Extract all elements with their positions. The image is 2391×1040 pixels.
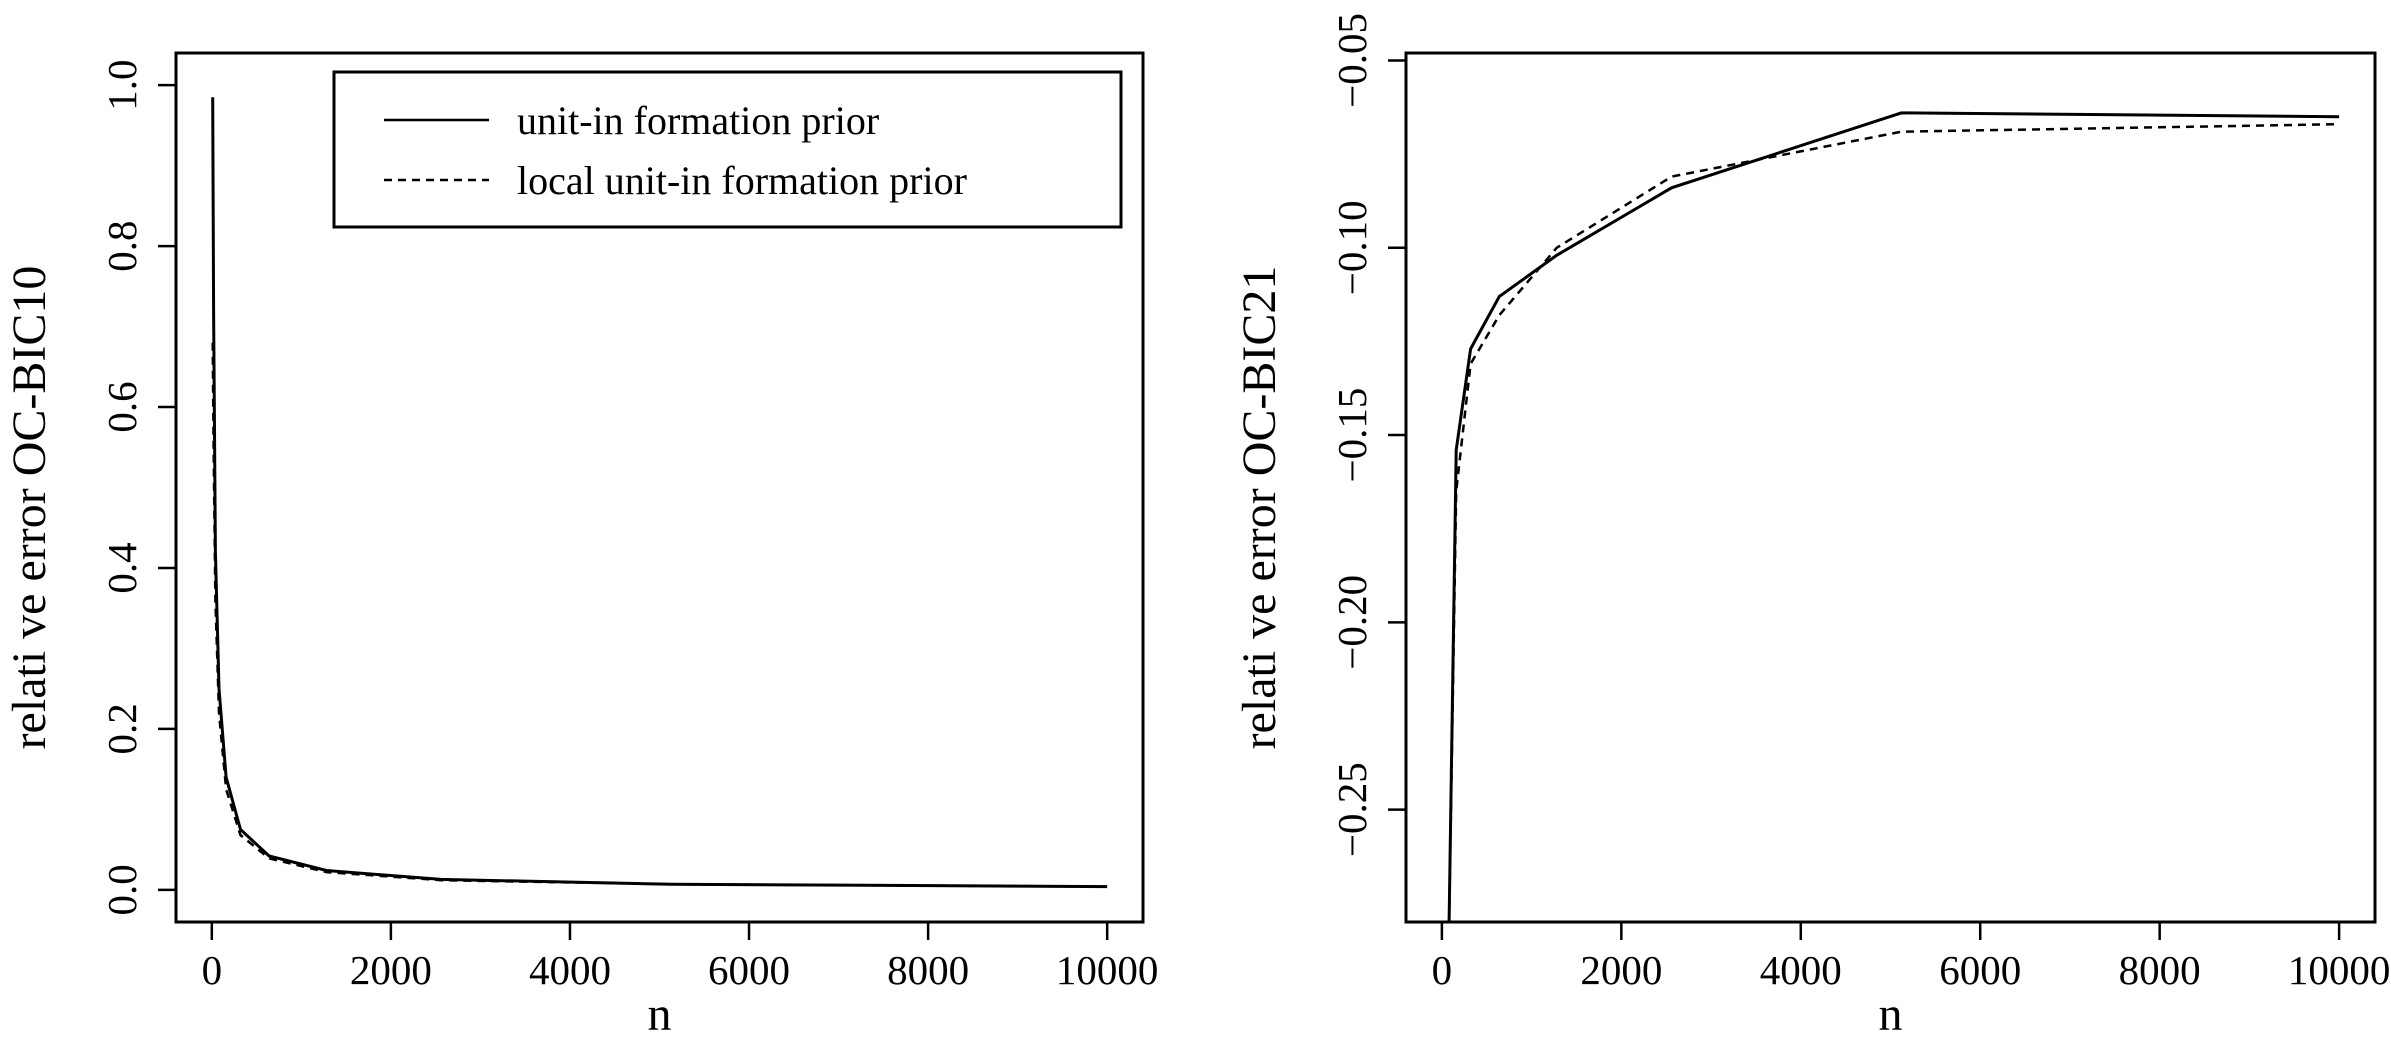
x-tick-label: 2000 xyxy=(1580,947,1662,993)
x-axis-title: n xyxy=(1879,988,1903,1040)
x-tick-label: 6000 xyxy=(1939,947,2021,993)
y-tick-label: −0.20 xyxy=(1329,575,1375,670)
x-tick-label: 4000 xyxy=(1760,947,1842,993)
x-tick-label: 0 xyxy=(202,947,223,993)
y-axis-title: relati ve error OC-BIC21 xyxy=(1233,266,1286,750)
x-tick-label: 2000 xyxy=(350,947,432,993)
plot-frame xyxy=(1404,51,2377,924)
legend: unit-in formation prior local unit-in for… xyxy=(332,70,1123,229)
y-tick-label: 0.4 xyxy=(99,542,145,593)
y-tick-label: −0.10 xyxy=(1329,200,1375,295)
x-tick-label: 8000 xyxy=(887,947,969,993)
x-tick-label: 6000 xyxy=(708,947,790,993)
y-tick-label: −0.05 xyxy=(1329,13,1375,108)
x-tick-label: 8000 xyxy=(2119,947,2201,993)
y-tick-label: 0.2 xyxy=(99,703,145,754)
series-line-local-unit-information-prior xyxy=(1447,122,2340,922)
legend-box xyxy=(332,70,1123,229)
left-plot: 0 2000 4000 6000 8000 10000 0.0 0.2 0.4 0.6 0.8 1.0… xyxy=(3,51,1159,1040)
y-tick-label: 1.0 xyxy=(99,60,145,111)
x-tick-label: 10000 xyxy=(1056,947,1159,993)
legend-label: local unit-in formation prior xyxy=(517,158,967,203)
right-plot: 0 2000 4000 6000 8000 10000 −0.25 −0.20 −0.15 −0.… xyxy=(1233,13,2390,1040)
y-axis-title: relati ve error OC-BIC10 xyxy=(3,266,56,750)
x-axis-title: n xyxy=(648,988,672,1040)
x-tick-label: 10000 xyxy=(2288,947,2391,993)
x-tick-label: 0 xyxy=(1432,947,1453,993)
y-tick-label: 0.0 xyxy=(99,864,145,915)
y-tick-label: 0.6 xyxy=(99,381,145,432)
x-tick-label: 4000 xyxy=(529,947,611,993)
y-tick-label: 0.8 xyxy=(99,220,145,271)
series-line-unit-information-prior xyxy=(1447,111,2340,922)
plot-frame xyxy=(174,51,1145,924)
y-tick-label: −0.25 xyxy=(1329,762,1375,857)
series-line-local-unit-information-prior xyxy=(211,342,1108,888)
legend-label: unit-in formation prior xyxy=(517,98,879,143)
y-tick-label: −0.15 xyxy=(1329,388,1375,483)
